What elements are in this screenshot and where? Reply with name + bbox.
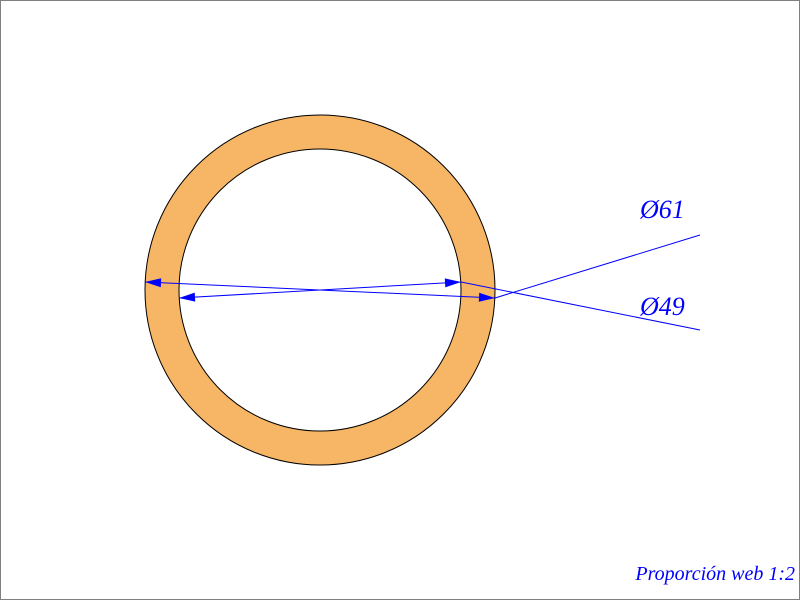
dim2-arrow-left <box>179 293 195 302</box>
dim2-label: Ø49 <box>639 292 685 321</box>
dim1-extension <box>495 235 700 298</box>
diagram-canvas: Ø61 Ø49 Proporción web 1:2 <box>0 0 800 600</box>
footer-label: Proporción web 1:2 <box>634 563 795 585</box>
dim2-line <box>179 282 461 298</box>
dim2-arrow-right <box>445 278 461 287</box>
dim1-label: Ø61 <box>639 195 685 224</box>
